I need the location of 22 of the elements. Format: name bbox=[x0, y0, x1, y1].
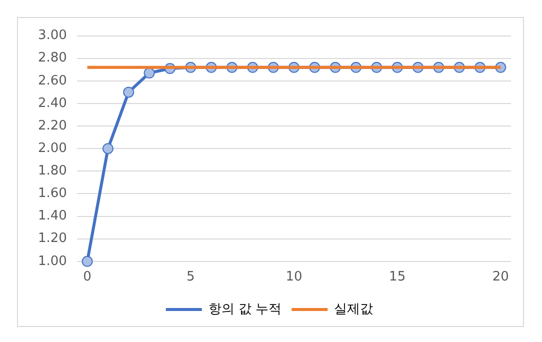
legend-label: 항의 값 누적 bbox=[208, 302, 282, 317]
y-tick-label: 1.80 bbox=[38, 164, 67, 179]
y-tick-label: 1.00 bbox=[38, 254, 67, 269]
y-tick-label: 3.00 bbox=[38, 28, 67, 44]
legend-label: 실제값 bbox=[334, 302, 374, 317]
point bbox=[82, 256, 93, 267]
y-tick-label: 2.20 bbox=[38, 118, 67, 134]
y-tick-label: 2.60 bbox=[38, 73, 67, 88]
point bbox=[123, 86, 134, 98]
point bbox=[144, 68, 155, 79]
y-tick-label: 2.80 bbox=[38, 50, 67, 66]
y-tick-label: 1.60 bbox=[38, 186, 67, 202]
x-tick-label: 10 bbox=[286, 270, 302, 285]
y-tick-label: 2.00 bbox=[38, 140, 67, 156]
y-tick-label: 2.40 bbox=[38, 96, 67, 111]
x-tick-label: 15 bbox=[389, 270, 406, 285]
y-tick-label: 1.20 bbox=[38, 231, 67, 246]
y-tick-label: 1.40 bbox=[38, 208, 67, 224]
x-tick-label: 5 bbox=[186, 270, 195, 285]
x-tick-label: 0 bbox=[83, 270, 92, 285]
point bbox=[102, 143, 114, 154]
x-tick-label: 20 bbox=[492, 270, 509, 285]
